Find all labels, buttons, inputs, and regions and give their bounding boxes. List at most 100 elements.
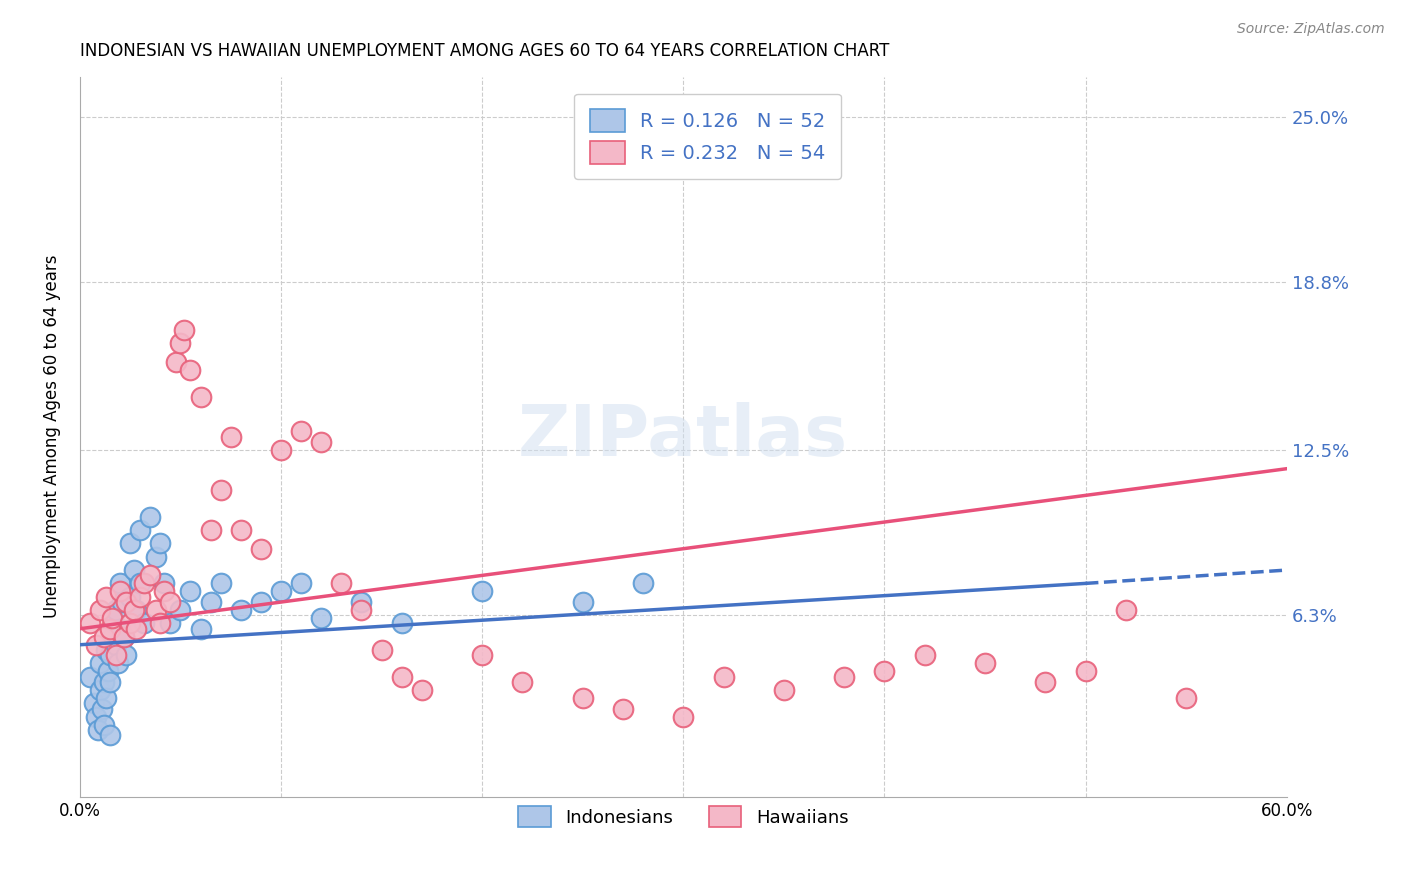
Point (93, 718, 115, 732)
Point (713, 670, 735, 684)
Point (200, 595, 222, 609)
Point (631, 576, 654, 591)
Point (169, 603, 191, 617)
Point (94, 643, 117, 657)
Point (111, 595, 134, 609)
Point (120, 616, 142, 631)
Point (229, 603, 252, 617)
Point (330, 576, 353, 591)
Point (471, 648, 494, 663)
Point (612, 702, 634, 716)
Point (159, 616, 181, 631)
Point (1115, 603, 1137, 617)
Point (145, 603, 167, 617)
Point (290, 425, 312, 439)
Point (134, 576, 156, 591)
Point (145, 549, 167, 564)
Point (97, 665, 120, 679)
Point (370, 643, 392, 657)
Point (165, 355, 187, 369)
Point (350, 603, 373, 617)
Point (471, 584, 494, 599)
Point (105, 648, 128, 663)
Point (219, 430, 242, 444)
Point (93, 675, 115, 690)
Point (200, 523, 222, 537)
Point (169, 336, 191, 351)
Point (98, 622, 121, 636)
Point (179, 584, 201, 599)
Point (120, 590, 142, 604)
Text: INDONESIAN VS HAWAIIAN UNEMPLOYMENT AMONG AGES 60 TO 64 YEARS CORRELATION CHART: INDONESIAN VS HAWAIIAN UNEMPLOYMENT AMON… (80, 42, 889, 60)
Point (159, 595, 181, 609)
Point (98, 675, 121, 690)
Point (89, 657, 111, 671)
Point (105, 638, 128, 652)
Point (94, 590, 117, 604)
Point (105, 603, 128, 617)
Point (98, 648, 121, 663)
Point (112, 630, 135, 644)
Point (91, 702, 114, 716)
Point (179, 363, 201, 377)
Point (974, 657, 997, 671)
Point (873, 665, 896, 679)
Point (309, 611, 332, 625)
Point (512, 675, 534, 690)
Point (125, 622, 148, 636)
Point (98, 728, 121, 742)
Point (149, 616, 172, 631)
Point (108, 584, 131, 599)
Point (914, 648, 936, 663)
Point (250, 595, 273, 609)
Point (139, 568, 162, 582)
Point (229, 523, 252, 537)
Point (153, 584, 176, 599)
Point (84, 710, 107, 724)
Point (209, 483, 232, 497)
Point (108, 622, 131, 636)
Point (122, 563, 145, 577)
Point (832, 670, 855, 684)
Point (391, 616, 413, 631)
Point (250, 541, 273, 556)
Point (1175, 691, 1198, 706)
Point (209, 576, 232, 591)
Point (173, 323, 195, 337)
Point (350, 595, 373, 609)
Y-axis label: Unemployment Among Ages 60 to 64 years: Unemployment Among Ages 60 to 64 years (44, 255, 60, 618)
Point (391, 670, 413, 684)
Point (83, 697, 105, 711)
Point (672, 710, 695, 724)
Point (115, 595, 138, 609)
Point (1033, 675, 1056, 690)
Point (103, 616, 125, 631)
Point (120, 536, 142, 550)
Point (87, 723, 110, 737)
Point (139, 509, 162, 524)
Point (153, 576, 176, 591)
Point (122, 603, 145, 617)
Point (101, 630, 124, 644)
Point (84, 638, 107, 652)
Point (773, 683, 796, 698)
Point (101, 611, 124, 625)
Point (571, 691, 593, 706)
Point (270, 584, 292, 599)
Point (571, 595, 593, 609)
Point (149, 536, 172, 550)
Point (89, 683, 111, 698)
Point (79, 670, 101, 684)
Point (129, 576, 152, 591)
Point (115, 648, 138, 663)
Point (93, 630, 115, 644)
Point (89, 603, 111, 617)
Point (112, 630, 135, 644)
Point (79, 616, 101, 631)
Text: Source: ZipAtlas.com: Source: ZipAtlas.com (1237, 22, 1385, 37)
Point (411, 683, 433, 698)
Point (125, 603, 148, 617)
Point (107, 657, 129, 671)
Point (290, 576, 312, 591)
Point (94, 691, 117, 706)
